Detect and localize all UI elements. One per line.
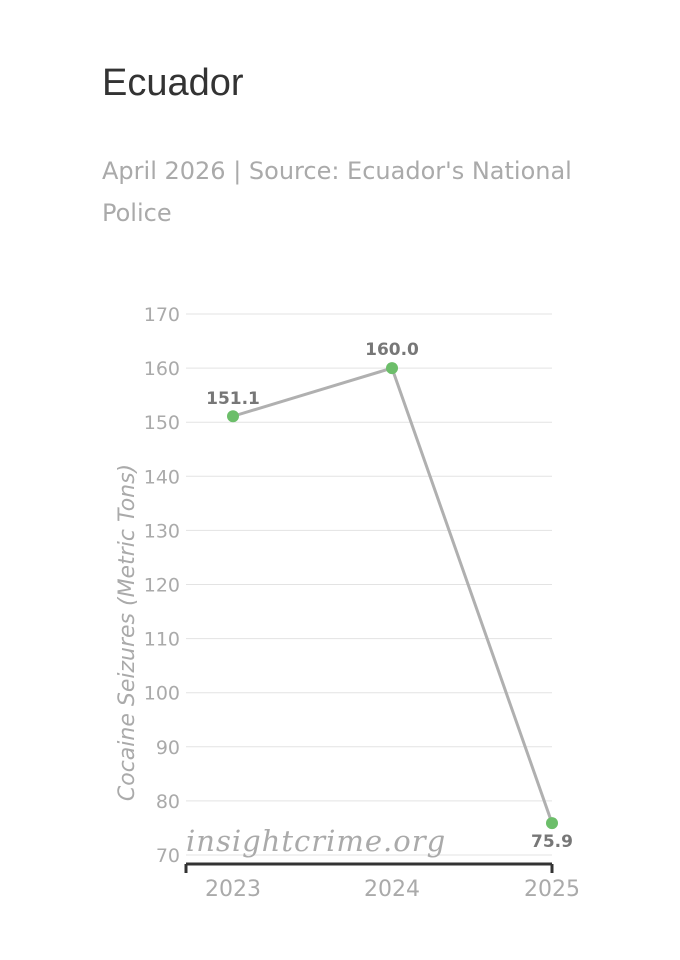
series-line-group: 151.1 160.0 75.9 (206, 340, 573, 852)
data-label: 75.9 (531, 832, 573, 852)
y-tick-label: 90 (156, 737, 180, 759)
series-line (232, 366, 554, 824)
y-tick-label: 160 (144, 358, 180, 380)
page-title: Ecuador (102, 62, 244, 104)
gridlines (186, 313, 552, 856)
x-tick-label: 2023 (205, 877, 261, 902)
y-axis-ticks: 70 80 90 100 110 120 130 140 150 160 170 (144, 304, 180, 867)
y-tick-label: 80 (156, 791, 180, 813)
y-tick-label: 130 (144, 520, 180, 542)
y-tick-label: 110 (144, 629, 180, 651)
data-label: 160.0 (365, 340, 419, 360)
x-tick-label: 2024 (364, 877, 420, 902)
watermark-text: insightcrime.org (186, 824, 446, 858)
x-tick-label: 2025 (524, 877, 580, 902)
y-tick-label: 140 (144, 466, 180, 488)
x-axis: 2023 2024 2025 (184, 862, 580, 902)
y-axis-title: Cocaine Seizures (Metric Tons) (115, 464, 140, 801)
data-point (546, 817, 558, 830)
data-label: 151.1 (206, 389, 260, 409)
y-tick-label: 120 (144, 575, 180, 597)
data-point (386, 362, 398, 375)
y-tick-label: 170 (144, 304, 180, 326)
chart-subtitle: April 2026 | Source: Ecuador's National … (102, 157, 572, 227)
y-tick-label: 100 (144, 683, 180, 705)
data-point (227, 410, 239, 423)
y-tick-label: 70 (156, 845, 180, 867)
y-tick-label: 150 (144, 412, 180, 434)
